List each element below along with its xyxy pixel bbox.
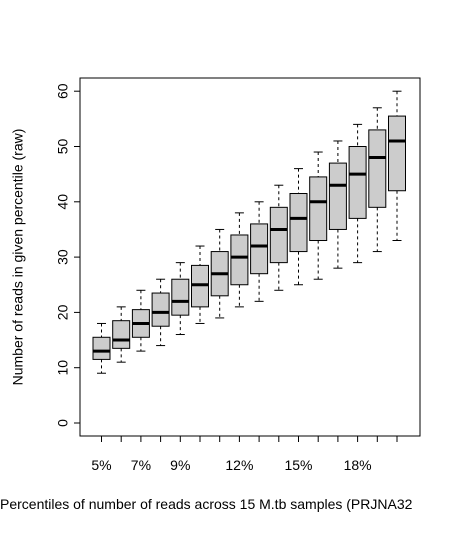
box-iqr (328, 162, 347, 230)
box-iqr (92, 336, 111, 360)
box-iqr (368, 129, 387, 208)
y-axis-title: Number of reads in given percentile (raw… (10, 129, 26, 386)
y-tick-label: 60 (55, 83, 71, 99)
box-iqr (289, 193, 308, 253)
box-9% (171, 262, 190, 336)
box-iqr (151, 292, 170, 327)
x-axis: 5% 7% 9% 12% 15% 18% (91, 436, 398, 473)
box-14% (269, 184, 288, 291)
x-tick-label: 18% (344, 457, 372, 473)
box-15% (289, 168, 308, 286)
box-18% (348, 123, 367, 264)
y-tick-label: 0 (55, 419, 71, 427)
x-tick-label: 7% (131, 457, 151, 473)
box-7% (131, 289, 150, 352)
box-iqr (250, 223, 269, 275)
box-iqr (348, 146, 367, 219)
box-iqr (171, 278, 190, 316)
box-iqr (112, 320, 131, 349)
boxes (92, 90, 406, 374)
box-19% (368, 107, 387, 253)
y-tick-label: 20 (55, 304, 71, 320)
box-12% (230, 212, 249, 308)
x-tick-label: 12% (225, 457, 253, 473)
box-iqr (230, 234, 249, 286)
box-20% (388, 90, 406, 242)
x-axis-title: Percentiles of number of reads across 15… (0, 496, 413, 512)
box-iqr (269, 206, 288, 264)
x-tick-label: 15% (284, 457, 312, 473)
box-11% (210, 228, 229, 319)
box-iqr (388, 115, 406, 192)
box-iqr (309, 176, 328, 242)
box-6% (112, 306, 131, 363)
box-16% (309, 151, 328, 280)
x-tick-label: 5% (91, 457, 111, 473)
box-17% (328, 140, 347, 269)
box-8% (151, 278, 170, 347)
y-tick-label: 10 (55, 360, 71, 376)
box-10% (191, 245, 209, 324)
y-axis: 0 10 20 30 40 50 60 (55, 83, 80, 427)
box-13% (250, 201, 269, 302)
y-tick-label: 50 (55, 139, 71, 155)
box-5% (92, 322, 111, 374)
x-tick-label: 9% (170, 457, 190, 473)
y-tick-label: 40 (55, 194, 71, 210)
y-tick-label: 30 (55, 249, 71, 265)
